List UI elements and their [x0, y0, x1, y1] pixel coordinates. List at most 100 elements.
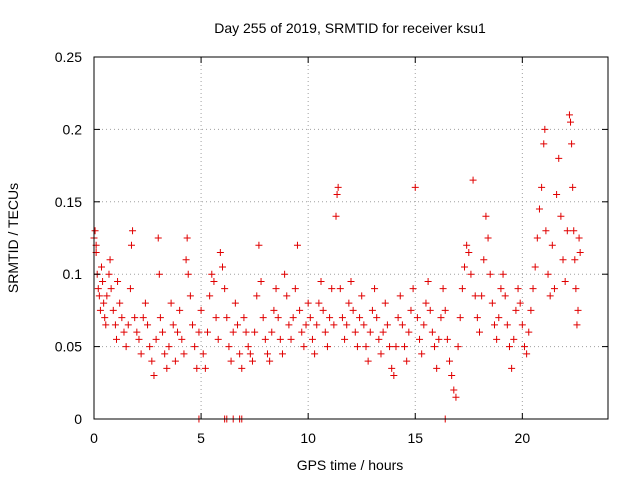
data-point — [171, 357, 179, 365]
data-point — [105, 270, 113, 278]
data-point — [336, 285, 344, 293]
data-point — [186, 292, 194, 300]
data-point — [293, 241, 301, 249]
axis-ticks — [93, 56, 608, 420]
data-point — [467, 270, 475, 278]
data-point — [458, 285, 466, 293]
data-point — [315, 299, 323, 307]
data-point — [208, 270, 216, 278]
data-point — [503, 321, 511, 329]
data-point — [514, 285, 522, 293]
data-point — [510, 335, 518, 343]
data-point — [478, 292, 486, 300]
data-point — [248, 357, 256, 365]
data-point — [174, 328, 182, 336]
data-point — [193, 364, 201, 372]
data-point — [131, 314, 139, 322]
data-point — [276, 335, 284, 343]
data-point — [396, 292, 404, 300]
data-point — [176, 306, 184, 314]
data-point — [101, 314, 109, 322]
data-point — [261, 335, 269, 343]
data-series-srmtid — [90, 111, 584, 423]
data-point — [300, 343, 308, 351]
data-point — [377, 350, 385, 358]
data-point — [413, 314, 421, 322]
data-point — [231, 299, 239, 307]
data-point — [332, 212, 340, 220]
data-point — [141, 299, 149, 307]
y-tick-label: 0.2 — [63, 121, 83, 137]
data-point — [476, 328, 483, 336]
data-point — [189, 321, 197, 329]
data-point — [99, 277, 107, 285]
data-point — [401, 343, 409, 351]
data-point — [386, 343, 394, 351]
data-point — [398, 321, 406, 329]
data-point — [180, 350, 188, 358]
data-point — [411, 183, 419, 191]
data-point — [360, 321, 368, 329]
x-tick-label: 20 — [515, 430, 531, 446]
data-point — [313, 321, 321, 329]
data-point — [126, 285, 134, 293]
data-point — [388, 364, 396, 372]
data-point — [229, 328, 237, 336]
data-point — [112, 335, 120, 343]
data-point — [127, 241, 135, 249]
data-point — [542, 227, 550, 235]
x-tick-label: 10 — [300, 430, 316, 446]
data-point — [323, 343, 331, 351]
data-point — [456, 314, 464, 322]
data-point — [255, 241, 263, 249]
data-point — [379, 328, 387, 336]
data-point — [383, 321, 391, 329]
data-point — [326, 314, 334, 322]
data-point — [565, 111, 573, 119]
data-point — [422, 299, 430, 307]
data-point — [214, 335, 222, 343]
data-point — [431, 343, 439, 351]
data-point — [375, 335, 383, 343]
data-point — [129, 227, 137, 235]
data-point — [274, 314, 282, 322]
data-point — [287, 335, 295, 343]
data-point — [120, 328, 128, 336]
y-tick-label: 0.05 — [55, 339, 82, 355]
data-point — [111, 321, 119, 329]
data-point — [296, 306, 304, 314]
data-point — [291, 285, 299, 293]
data-point — [368, 306, 376, 314]
data-point — [465, 248, 473, 256]
data-point — [435, 335, 443, 343]
data-point — [523, 350, 531, 358]
data-point — [96, 306, 104, 314]
data-point — [450, 386, 458, 394]
data-point — [484, 234, 492, 242]
data-point — [345, 299, 353, 307]
data-point — [159, 328, 167, 336]
data-point — [102, 321, 110, 329]
data-point — [407, 306, 415, 314]
data-point — [242, 328, 250, 336]
data-point — [169, 321, 177, 329]
data-point — [152, 335, 160, 343]
data-point — [439, 285, 447, 293]
data-point — [283, 292, 291, 300]
data-point — [538, 183, 546, 191]
data-point — [302, 321, 310, 329]
data-point — [238, 364, 246, 372]
data-point — [146, 343, 154, 351]
data-point — [394, 314, 402, 322]
data-point — [443, 335, 451, 343]
data-point — [486, 270, 494, 278]
data-point — [91, 227, 99, 235]
data-point — [461, 263, 469, 271]
data-point — [182, 256, 190, 264]
data-point — [221, 285, 229, 293]
data-point — [216, 248, 224, 256]
data-point — [206, 292, 214, 300]
data-point — [319, 306, 327, 314]
data-point — [270, 306, 278, 314]
